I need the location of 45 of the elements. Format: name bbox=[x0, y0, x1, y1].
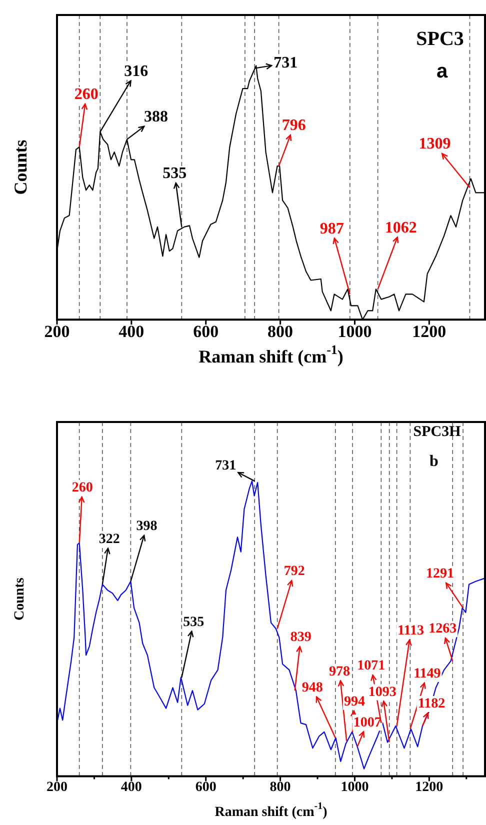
x-tick-label: 800 bbox=[268, 322, 294, 342]
x-tick-label: 400 bbox=[120, 780, 142, 796]
y-axis-title: Counts bbox=[10, 140, 31, 195]
annotation: 839 bbox=[290, 630, 312, 646]
annotation: 1182 bbox=[418, 696, 446, 712]
annotation: 1149 bbox=[414, 666, 441, 682]
annotation: 388 bbox=[144, 108, 168, 126]
annotation: 322 bbox=[98, 532, 120, 547]
annotation: 260 bbox=[74, 86, 98, 104]
annotation: 796 bbox=[282, 117, 306, 134]
x-tick-label: 800 bbox=[270, 780, 291, 796]
annotation: 987 bbox=[320, 220, 344, 238]
x-tick-label: 1200 bbox=[415, 780, 444, 796]
annotation: 1113 bbox=[398, 624, 424, 639]
annotation: 398 bbox=[136, 519, 158, 534]
text: SPC3 bbox=[416, 28, 464, 50]
annotation: 792 bbox=[284, 564, 305, 580]
x-tick-label: 1000 bbox=[340, 780, 369, 796]
annotation: 994 bbox=[344, 694, 366, 710]
annotation: a bbox=[436, 60, 448, 83]
annotation: 978 bbox=[329, 664, 350, 680]
annotation: 948 bbox=[302, 680, 323, 696]
annotation: 535 bbox=[162, 165, 187, 182]
annotation: 731 bbox=[274, 54, 298, 72]
annotation: 1007 bbox=[353, 715, 382, 730]
x-tick-label: 200 bbox=[46, 780, 68, 796]
annotation: 260 bbox=[72, 480, 93, 496]
x-tick-label: 600 bbox=[195, 780, 216, 796]
annotation: 1291 bbox=[426, 566, 454, 582]
annotation: 316 bbox=[124, 62, 148, 80]
x-tick-label: 200 bbox=[44, 322, 70, 342]
annotation: 1309 bbox=[418, 136, 451, 153]
x-tick-label: 1200 bbox=[412, 322, 446, 342]
text: b bbox=[430, 453, 439, 470]
annotation: 535 bbox=[183, 614, 204, 630]
text: SPC3H bbox=[413, 424, 462, 440]
y-axis-title: Counts bbox=[12, 577, 28, 620]
annotation: 1263 bbox=[428, 622, 457, 637]
x-tick-label: 400 bbox=[118, 322, 144, 342]
x-tick-label: 600 bbox=[193, 322, 219, 342]
annotation: 731 bbox=[215, 458, 236, 474]
annotation: 1062 bbox=[384, 219, 417, 236]
annotation: 1071 bbox=[357, 658, 386, 674]
annotation: 1093 bbox=[368, 684, 396, 700]
x-tick-label: 1000 bbox=[338, 322, 372, 342]
